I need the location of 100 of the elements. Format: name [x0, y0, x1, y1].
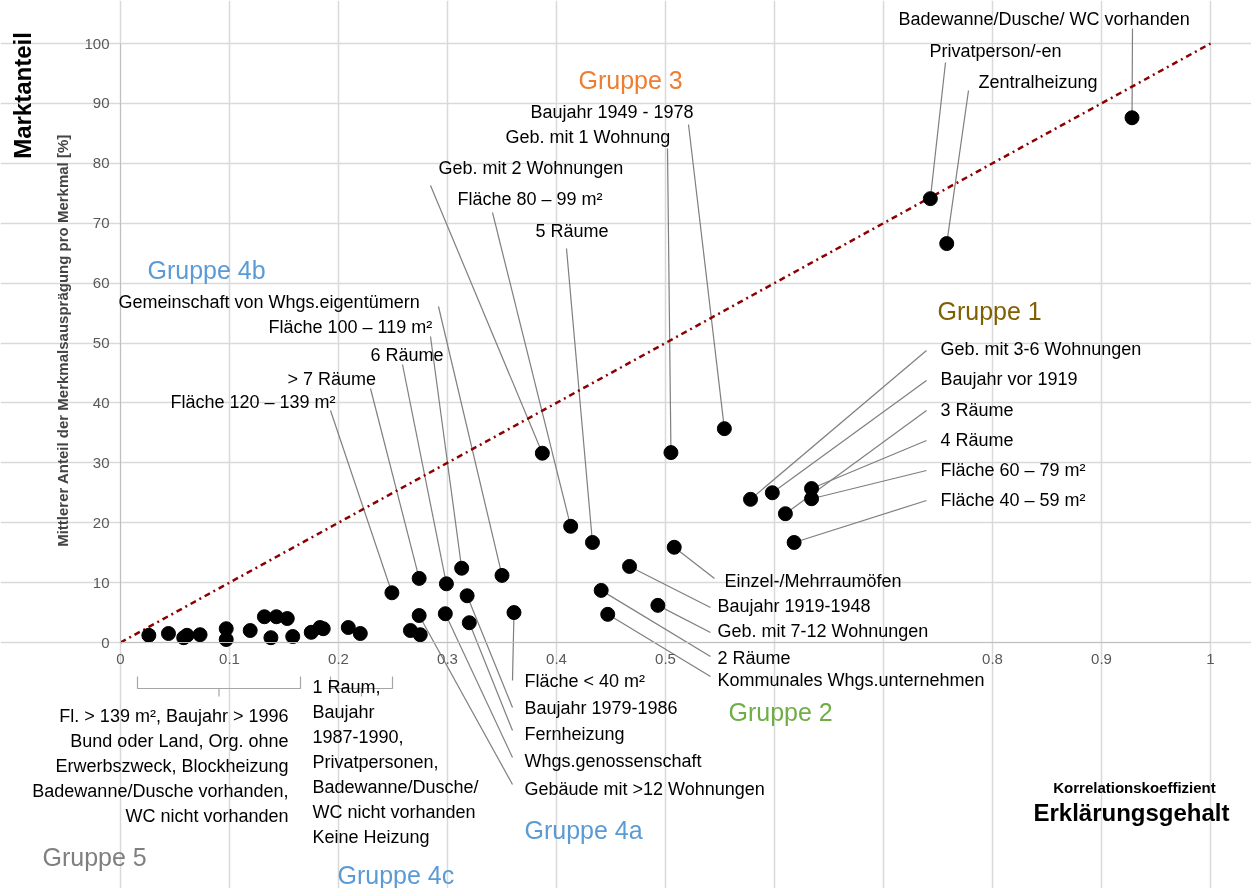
x-tick-label: 0.9: [1091, 649, 1112, 667]
annotation: 4 Räume: [940, 429, 1014, 450]
text: 1 Raum, Baujahr 1987-1990, Privatpersonen, Badewanne/Dusche/ WC nicht vorhanden Keine Heizung: [312, 676, 479, 847]
x-tick-label: 0.5: [655, 649, 676, 667]
point: [242, 623, 258, 639]
y-axis-title: Mittlerer Anteil der Merkmalsausprägung pro Merkmal [%]: [54, 134, 71, 547]
point: [411, 570, 427, 586]
annotation: Baujahr 1919-1948: [717, 595, 871, 616]
y-tick-label: 50: [92, 334, 110, 351]
point: [1124, 110, 1140, 126]
annotation: Whgs.genossenschaft: [524, 750, 702, 771]
point: [584, 534, 600, 550]
point: [459, 588, 475, 604]
point: [384, 585, 400, 601]
point: [454, 560, 470, 576]
text: Gruppe 4a: [524, 815, 643, 844]
annotation: > 7 Räume: [287, 368, 377, 389]
annotation: Fläche 120 – 139 m²: [170, 391, 336, 412]
x-tick-label: 0: [116, 649, 125, 667]
x-tick-label: 0.1: [219, 649, 240, 667]
annotation: Baujahr vor 1919: [940, 368, 1078, 389]
annotation: Zentralheizung: [978, 71, 1098, 92]
point: [786, 534, 802, 550]
annotation: Fläche 100 – 119 m²: [268, 316, 433, 337]
y-tick-label: 70: [92, 214, 110, 232]
text: Marktanteil: [9, 32, 36, 159]
x-tick-label: 1: [1206, 649, 1215, 667]
annotation: Privatperson/-en: [929, 40, 1062, 61]
point: [285, 629, 301, 644]
y-tick-label: 30: [92, 453, 110, 471]
y-tick-label: 0: [101, 633, 110, 651]
point: [663, 445, 679, 461]
point: [218, 632, 234, 647]
annotation: 6 Räume: [370, 344, 444, 365]
annotation: Gruppe 3: [578, 65, 683, 94]
point: [777, 506, 793, 522]
point: [650, 597, 666, 613]
y-tick-label: 40: [92, 393, 110, 411]
point: [593, 582, 609, 598]
annotation: Fläche 60 – 79 m²: [940, 459, 1086, 480]
y-tick-label: 20: [92, 513, 110, 531]
point: [437, 606, 453, 622]
annotation: 5 Räume: [535, 220, 609, 241]
annotation: 2 Räume: [717, 647, 791, 668]
annotation: Fläche 40 – 59 m²: [940, 489, 1086, 510]
annotation: Kommunales Whgs.unternehmen: [717, 669, 985, 690]
x-tick-label: 0.3: [437, 649, 458, 667]
point: [922, 191, 938, 207]
point: [192, 627, 208, 643]
annotation: Geb. mit 7-12 Wohnungen: [717, 620, 929, 641]
point: [412, 627, 428, 643]
text: Gruppe 4c: [337, 860, 455, 888]
y-tick-label: 60: [92, 274, 110, 292]
annotation: Gruppe 4b: [147, 255, 266, 284]
text: Fl. > 139 m², Baujahr > 1996 Bund oder Land, Org. ohne Erwerbszweck, Blockheizung Badewanne/Dusche vorhanden, WC nicht vorhanden: [32, 705, 289, 826]
point: [263, 630, 279, 646]
point: [461, 615, 477, 631]
x-tick-label: 0.8: [982, 649, 1003, 667]
point: [279, 611, 295, 627]
text: Erklärungsgehalt: [1033, 799, 1230, 826]
point: [160, 626, 176, 641]
annotation: Fernheizung: [524, 723, 625, 744]
point: [939, 236, 955, 252]
annotation: Gemeinschaft von Whgs.eigentümern: [118, 291, 420, 312]
annotation: Badewanne/Dusche/ WC vorhanden: [898, 8, 1190, 29]
annotation: Fläche < 40 m²: [524, 670, 646, 691]
annotation: Fläche 80 – 99 m²: [457, 188, 603, 209]
point: [743, 491, 759, 507]
point: [764, 485, 780, 501]
point: [438, 576, 454, 592]
annotation: Geb. mit 3-6 Wohnungen: [940, 338, 1142, 359]
x-tick-label: 0.2: [328, 649, 349, 667]
point: [411, 608, 427, 624]
point: [666, 539, 682, 555]
point: [563, 518, 579, 534]
annotation: Baujahr 1979-1986: [524, 697, 678, 718]
text: Gruppe 2: [728, 697, 833, 726]
y-tick-label: 90: [92, 94, 110, 112]
text: Gruppe 5: [42, 842, 147, 871]
text: Korrelationskoeffizient: [1053, 779, 1216, 796]
point: [352, 626, 368, 641]
y-tick-label: 10: [92, 573, 110, 591]
point: [534, 445, 550, 461]
x-tick-label: 0.4: [546, 649, 567, 667]
point: [141, 627, 157, 643]
y-tick-label: 100: [84, 34, 110, 52]
annotation: 3 Räume: [940, 399, 1014, 420]
y-tick-label: 80: [92, 154, 110, 172]
point: [600, 606, 616, 622]
point: [622, 558, 638, 574]
annotation: Geb. mit 2 Wohnungen: [438, 157, 624, 178]
annotation: Einzel-/Mehrraumöfen: [724, 570, 902, 591]
point: [494, 567, 510, 583]
annotation: Gebäude mit >12 Wohnungen: [524, 778, 765, 799]
point: [716, 421, 732, 437]
point: [804, 491, 820, 507]
annotation: Geb. mit 1 Wohnung: [505, 126, 671, 147]
annotation: Gruppe 1: [937, 296, 1042, 325]
point: [506, 605, 522, 621]
point: [256, 609, 272, 625]
